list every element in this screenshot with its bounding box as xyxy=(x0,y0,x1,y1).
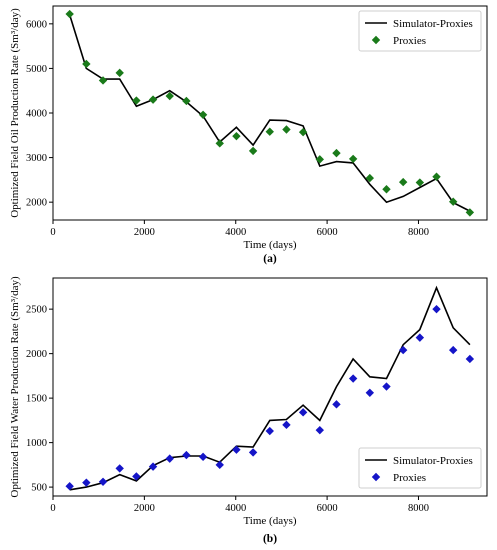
proxies-point xyxy=(165,91,174,101)
x-axis-ticks: 0 2000 4000 6000 8000 xyxy=(50,496,429,514)
proxies-point xyxy=(215,139,224,148)
proxies-markers xyxy=(65,304,475,491)
proxies-point xyxy=(132,96,141,105)
y-tick-label: 2000 xyxy=(26,349,47,360)
legend-diamond-swatch xyxy=(371,472,381,482)
y-axis-label: Optimized Field Oil Production Rate (Sm³… xyxy=(9,8,21,218)
proxies-point xyxy=(148,462,158,471)
proxies-point xyxy=(65,9,74,19)
x-tick-label: 6000 xyxy=(317,503,338,514)
proxies-point xyxy=(315,425,324,435)
proxies-point xyxy=(398,177,408,187)
proxies-point xyxy=(332,148,341,158)
y-tick-label: 1000 xyxy=(26,438,47,449)
proxies-point xyxy=(115,464,124,473)
proxies-point xyxy=(465,354,475,364)
legend-box xyxy=(358,10,482,52)
proxies-point xyxy=(448,345,458,355)
proxies-point xyxy=(248,448,258,457)
chart-water-production: 0 2000 4000 6000 8000 500 1000 1500 2000 2500 Ti… xyxy=(9,276,488,545)
proxies-point xyxy=(398,345,408,355)
proxies-point xyxy=(232,445,241,454)
proxies-point xyxy=(348,154,358,164)
proxies-point xyxy=(365,173,375,183)
x-axis-label: Time (days) xyxy=(243,239,296,251)
proxies-point xyxy=(298,127,308,137)
x-tick-label: 2000 xyxy=(134,227,155,238)
proxies-point xyxy=(448,197,458,206)
x-tick-label: 0 xyxy=(50,503,55,514)
legend-label-proxies: Proxies xyxy=(393,472,426,484)
proxies-point xyxy=(415,178,425,187)
proxies-point xyxy=(65,482,74,491)
legend-diamond-swatch xyxy=(371,35,381,45)
proxies-point xyxy=(165,454,174,463)
proxies-point xyxy=(215,460,224,470)
proxies-point xyxy=(198,452,208,462)
y-tick-label: 500 xyxy=(31,483,47,494)
proxies-point xyxy=(432,304,441,314)
x-tick-label: 0 xyxy=(50,227,55,238)
legend: Simulator-Proxies Proxies xyxy=(358,447,482,489)
proxies-point xyxy=(132,472,141,481)
proxies-point xyxy=(182,450,191,460)
proxies-point xyxy=(248,146,258,156)
y-tick-label: 3000 xyxy=(26,153,47,164)
plot-frame xyxy=(52,277,488,497)
simulator-proxies-line xyxy=(68,14,471,212)
proxies-point xyxy=(282,125,291,134)
y-tick-label: 4000 xyxy=(26,109,47,120)
proxies-point xyxy=(232,131,241,141)
x-tick-label: 4000 xyxy=(225,503,246,514)
legend-label-proxies: Proxies xyxy=(393,35,426,47)
proxies-point xyxy=(198,110,208,119)
proxies-point xyxy=(98,76,108,85)
x-tick-label: 4000 xyxy=(225,227,246,238)
proxies-point xyxy=(282,420,291,430)
legend-label-simulator-proxies: Simulator-Proxies xyxy=(393,18,473,30)
legend-label-simulator-proxies: Simulator-Proxies xyxy=(393,455,473,467)
y-axis-ticks: 2000 3000 4000 5000 6000 xyxy=(26,19,53,209)
proxies-point xyxy=(432,172,441,181)
x-axis-label: Time (days) xyxy=(243,515,296,527)
proxies-point xyxy=(265,426,274,436)
x-axis-ticks: 0 2000 4000 6000 8000 xyxy=(50,220,429,238)
x-tick-label: 8000 xyxy=(408,227,429,238)
proxies-point xyxy=(182,96,191,106)
proxies-point xyxy=(115,68,124,78)
proxies-point xyxy=(415,333,425,342)
proxies-point xyxy=(298,408,308,417)
y-tick-label: 2500 xyxy=(26,305,47,316)
simulator-proxies-line xyxy=(69,285,471,491)
x-tick-label: 8000 xyxy=(408,503,429,514)
proxies-point xyxy=(98,477,108,486)
y-axis-ticks: 500 1000 1500 2000 2500 xyxy=(26,305,53,494)
legend-box xyxy=(358,447,482,489)
proxies-point xyxy=(382,382,391,391)
proxies-point xyxy=(148,95,158,104)
proxies-point xyxy=(315,155,324,164)
y-tick-label: 1500 xyxy=(26,394,47,405)
legend: Simulator-Proxies Proxies xyxy=(358,10,482,52)
proxies-point xyxy=(332,400,341,409)
y-tick-label: 2000 xyxy=(26,198,47,209)
proxies-point xyxy=(348,374,358,383)
proxies-markers xyxy=(65,9,475,217)
proxies-point xyxy=(382,185,391,194)
panel-caption: (a) xyxy=(263,253,277,265)
proxies-point xyxy=(82,478,91,487)
chart-oil-production: 0 2000 4000 6000 8000 2000 3000 4000 5000 6000 T… xyxy=(9,5,488,265)
x-tick-label: 6000 xyxy=(317,227,338,238)
proxies-point xyxy=(265,127,274,136)
y-tick-label: 5000 xyxy=(26,64,47,75)
y-axis-label: Optimized Field Water Production Rate (S… xyxy=(9,276,21,498)
proxies-point xyxy=(465,208,475,217)
x-tick-label: 2000 xyxy=(134,503,155,514)
proxies-point xyxy=(365,388,375,397)
panel-caption: (b) xyxy=(263,533,277,545)
proxies-point xyxy=(82,59,91,69)
y-tick-label: 6000 xyxy=(26,19,47,30)
